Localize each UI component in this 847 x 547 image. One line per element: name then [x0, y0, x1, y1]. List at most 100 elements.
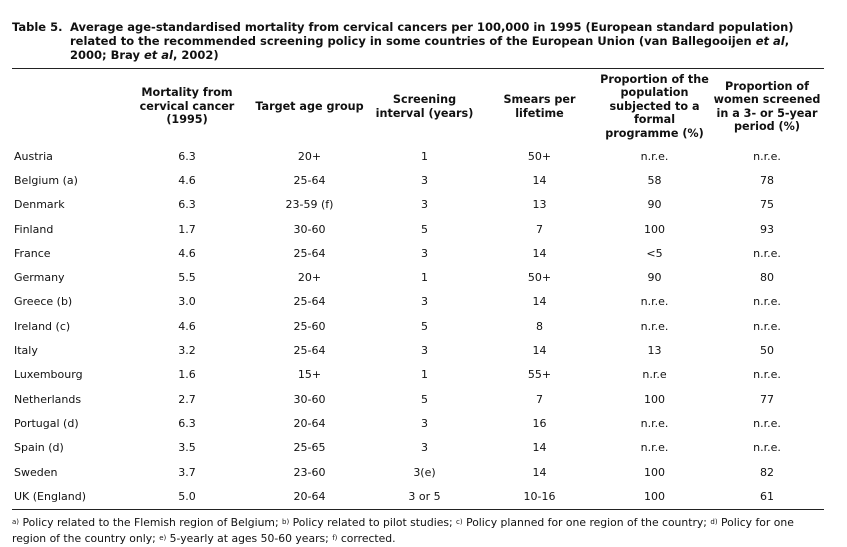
table-row: Italy 3.2 25-64 3 14 13 50: [12, 338, 822, 362]
table-row: UK (England) 5.0 20-64 3 or 5 10-16 100 61: [12, 484, 822, 508]
value-cell: n.r.e.: [753, 246, 781, 260]
country-cell: Austria: [14, 149, 53, 163]
country-cell: Netherlands: [14, 392, 82, 406]
table-row: Greece (b) 3.0 25-64 3 14 n.r.e. n.r.e.: [12, 290, 822, 314]
column-header: Target age group: [255, 99, 364, 113]
country-cell: Sweden: [14, 465, 58, 479]
value-cell: 3: [421, 198, 428, 212]
table-body: Austria 6.3 20+ 1 50+ n.r.e. n.r.e. Belgium (a)…: [12, 144, 822, 508]
column-header: Proportion of the population subjected t…: [600, 72, 709, 140]
value-cell: 1: [421, 149, 428, 163]
footnote-mark: f): [332, 534, 338, 543]
value-cell: n.r.e.: [753, 416, 781, 430]
value-cell: 4.6: [178, 319, 196, 333]
value-cell: 3.2: [178, 344, 196, 358]
country-cell: Greece (b): [14, 295, 73, 309]
table-row: Luxembourg 1.6 15+ 1 55+ n.r.e n.r.e.: [12, 363, 822, 387]
value-cell: 3: [421, 295, 428, 309]
table-row: Finland 1.7 30-60 5 7 100 93: [12, 217, 822, 241]
value-cell: 14: [532, 295, 547, 309]
value-cell: 3.7: [178, 465, 196, 479]
value-cell: 5: [421, 392, 428, 406]
column-header: Proportion of women screened in a 3- or …: [713, 79, 821, 134]
column-header: Mortality from cervical cancer (1995): [139, 86, 235, 127]
value-cell: 5: [421, 319, 428, 333]
table-footnotes: a) Policy related to the Flemish region …: [12, 515, 824, 547]
value-cell: 90: [647, 271, 662, 285]
table-caption: Table 5. Average age-standardised mortal…: [12, 20, 824, 62]
table-title: Average age-standardised mortality from …: [70, 20, 794, 62]
value-cell: 1.6: [178, 368, 196, 382]
value-cell: 61: [760, 489, 774, 503]
table-row: Germany 5.5 20+ 1 50+ 90 80: [12, 265, 822, 289]
value-cell: n.r.e.: [640, 441, 669, 455]
value-cell: 6.3: [178, 198, 196, 212]
value-cell: 3: [421, 441, 428, 455]
value-cell: 5.5: [178, 271, 196, 285]
table-row: Sweden 3.7 23-60 3(e) 14 100 82: [12, 460, 822, 484]
country-cell: Denmark: [14, 198, 65, 212]
column-header: Smears per lifetime: [503, 93, 576, 120]
value-cell: 55+: [527, 368, 552, 382]
value-cell: 25-65: [293, 441, 326, 455]
value-cell: 13: [532, 198, 547, 212]
table-row: Netherlands 2.7 30-60 5 7 100 77: [12, 387, 822, 411]
value-cell: 4.6: [178, 246, 196, 260]
value-cell: 8: [536, 319, 543, 333]
table-row: Austria 6.3 20+ 1 50+ n.r.e. n.r.e.: [12, 144, 822, 168]
footnote-text: Policy related to the Flemish region of …: [19, 516, 283, 530]
value-cell: 14: [532, 344, 547, 358]
value-cell: 23-59 (f): [285, 198, 334, 212]
value-cell: 20+: [297, 271, 322, 285]
value-cell: 50: [760, 344, 774, 358]
country-cell: Italy: [14, 344, 38, 358]
table-header-row: Mortality from cervical cancer (1995) Tar…: [12, 69, 822, 144]
column-header: Screening interval (years): [375, 93, 474, 120]
document: Table 5. Average age-standardised mortal…: [12, 20, 824, 547]
value-cell: 25-64: [293, 344, 326, 358]
value-cell: 13: [647, 344, 662, 358]
value-cell: 7: [536, 392, 543, 406]
value-cell: n.r.e.: [640, 416, 669, 430]
value-cell: 2.7: [178, 392, 196, 406]
value-cell: 3 or 5: [408, 489, 441, 503]
footnote-text: Policy related to pilot studies;: [289, 516, 457, 530]
value-cell: 25-60: [293, 319, 326, 333]
value-cell: 7: [536, 222, 543, 236]
table-row: Portugal (d) 6.3 20-64 3 16 n.r.e. n.r.e.: [12, 411, 822, 435]
table-row: Ireland (c) 4.6 25-60 5 8 n.r.e. n.r.e.: [12, 314, 822, 338]
value-cell: 1.7: [178, 222, 196, 236]
value-cell: 100: [644, 489, 665, 503]
value-cell: 6.3: [178, 149, 196, 163]
footnote-mark: b): [282, 518, 290, 527]
mortality-table: Mortality from cervical cancer (1995) Tar…: [12, 69, 822, 508]
value-cell: 3(e): [413, 465, 436, 479]
footnote-mark: a): [12, 518, 20, 527]
value-cell: 90: [647, 198, 662, 212]
value-cell: 20+: [297, 149, 322, 163]
value-cell: 3.0: [178, 295, 196, 309]
value-cell: 82: [760, 465, 774, 479]
footnote-mark: e): [159, 534, 167, 543]
value-cell: 20-64: [293, 489, 326, 503]
table-row: Denmark 6.3 23-59 (f) 3 13 90 75: [12, 193, 822, 217]
value-cell: 77: [760, 392, 774, 406]
value-cell: 1: [421, 368, 428, 382]
value-cell: n.r.e.: [640, 149, 669, 163]
value-cell: 10-16: [523, 489, 556, 503]
value-cell: 14: [532, 441, 547, 455]
country-cell: Luxembourg: [14, 368, 83, 382]
value-cell: n.r.e: [642, 368, 667, 382]
value-cell: 15+: [297, 368, 322, 382]
value-cell: 1: [421, 271, 428, 285]
table-row: Spain (d) 3.5 25-65 3 14 n.r.e. n.r.e.: [12, 436, 822, 460]
value-cell: 23-60: [293, 465, 326, 479]
value-cell: 6.3: [178, 416, 196, 430]
value-cell: 4.6: [178, 173, 196, 187]
value-cell: n.r.e.: [640, 319, 669, 333]
value-cell: 93: [760, 222, 774, 236]
value-cell: 14: [532, 246, 547, 260]
footnote-mark: d): [710, 518, 718, 527]
column-header: [12, 69, 122, 144]
country-cell: UK (England): [14, 489, 86, 503]
